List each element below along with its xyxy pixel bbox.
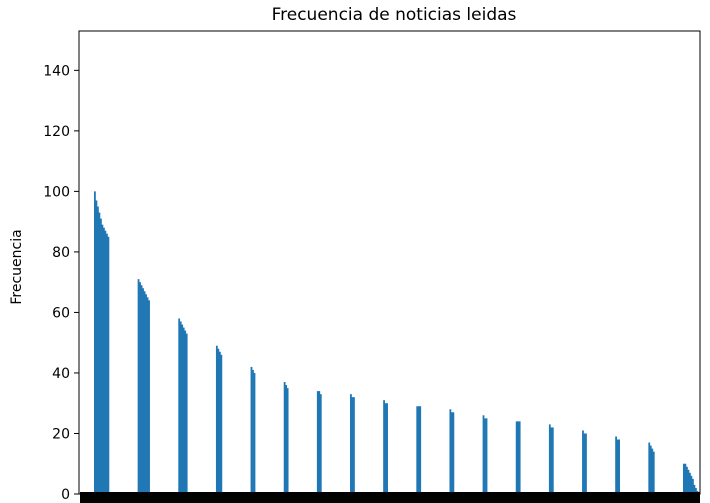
bar (649, 445, 652, 494)
y-axis-label: Frecuencia (9, 229, 25, 304)
bar (179, 321, 182, 494)
bar (683, 463, 685, 494)
bar (449, 409, 452, 494)
bars-group (94, 191, 699, 494)
chart-title: Frecuencia de noticias leidas (272, 5, 517, 25)
x-tick-labels-dense (80, 492, 700, 503)
bar (692, 478, 694, 494)
bar (139, 282, 141, 494)
bar (285, 385, 288, 494)
bar (351, 397, 354, 494)
bar (689, 472, 691, 494)
bar (450, 412, 453, 494)
plot-area-frame (78, 30, 701, 495)
bar (550, 427, 553, 494)
y-tick-label: 80 (52, 245, 70, 261)
bar (517, 421, 520, 494)
bar (585, 433, 587, 494)
bar (482, 415, 485, 494)
bar (137, 279, 140, 494)
bar (548, 424, 551, 494)
bar (97, 206, 99, 494)
bar (684, 463, 687, 494)
bar (95, 200, 98, 494)
bar (145, 294, 147, 494)
y-tick-label: 120 (43, 124, 70, 140)
bar (143, 291, 146, 494)
bar (616, 439, 619, 494)
bar (146, 297, 149, 494)
bar (185, 333, 188, 494)
bar (181, 324, 184, 494)
y-tick-label: 100 (43, 184, 70, 200)
bar (318, 391, 321, 494)
bar (386, 403, 388, 494)
y-axis-ticks: 0 20 40 60 80 100 120 140 (43, 63, 79, 503)
bar (582, 430, 584, 494)
bar (515, 421, 518, 494)
bar (283, 382, 286, 494)
bar (319, 394, 322, 494)
bar (452, 412, 455, 494)
bar (140, 285, 143, 494)
bar (106, 233, 108, 494)
bar (252, 369, 254, 494)
bar (107, 236, 110, 494)
bar (103, 227, 105, 494)
bar (353, 397, 355, 494)
bar (182, 327, 185, 494)
y-tick-label: 40 (52, 366, 70, 382)
y-tick-label: 20 (52, 426, 70, 442)
bar (419, 406, 422, 494)
bar (94, 191, 96, 494)
bar (215, 345, 218, 494)
bar (142, 288, 144, 494)
bar (652, 451, 655, 494)
bar (687, 469, 690, 494)
bar (217, 348, 220, 494)
bar (651, 448, 654, 494)
bar (648, 442, 651, 494)
bar (618, 439, 621, 494)
bar (693, 484, 696, 494)
bar (218, 351, 221, 494)
bar (184, 330, 187, 494)
bar (178, 318, 181, 494)
bar (518, 421, 521, 494)
bar (485, 418, 488, 494)
bar (686, 466, 688, 494)
bar (417, 406, 420, 494)
y-tick-label: 60 (52, 305, 70, 321)
bar (148, 300, 150, 494)
bar (484, 418, 486, 494)
bar (104, 230, 107, 494)
bar (384, 403, 387, 494)
bar (551, 427, 554, 494)
bar (615, 436, 618, 494)
y-tick-label: 0 (61, 487, 70, 503)
bar (220, 354, 223, 494)
bar (98, 212, 101, 494)
bar (286, 388, 289, 494)
bar (253, 372, 256, 494)
bar (350, 394, 352, 494)
bar (690, 475, 693, 494)
bar (695, 487, 697, 494)
y-tick-label: 140 (43, 63, 70, 79)
bar (583, 433, 586, 494)
bar (416, 406, 419, 494)
bar (100, 218, 102, 494)
bar (316, 391, 319, 494)
bar (101, 224, 104, 494)
bar (250, 366, 253, 494)
bar (383, 400, 385, 494)
